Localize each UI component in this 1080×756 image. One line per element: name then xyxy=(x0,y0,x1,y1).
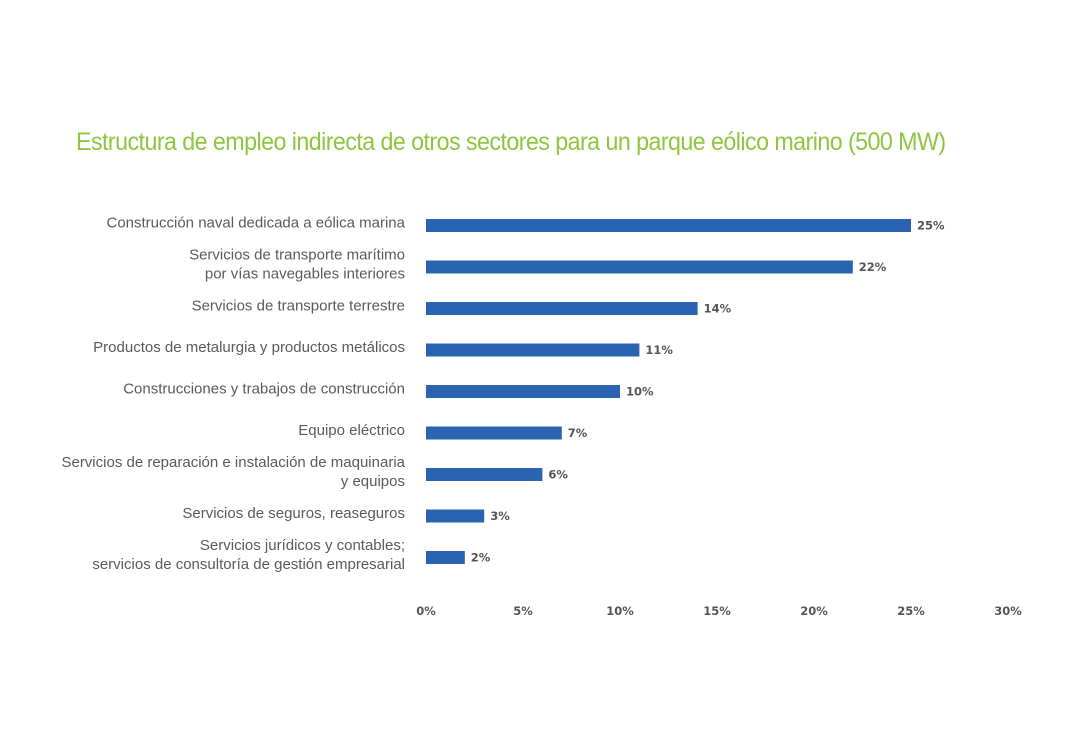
bar xyxy=(426,219,911,232)
bar xyxy=(426,385,620,398)
category-label: Servicios jurídicos y contables; xyxy=(200,537,405,554)
chart-title: Estructura de empleo indirecta de otros … xyxy=(76,128,946,156)
category-label: Construcciones y trabajos de construcció… xyxy=(123,381,405,398)
category-label: Servicios de seguros, reaseguros xyxy=(182,505,405,522)
x-tick-label: 25% xyxy=(897,604,925,618)
category-label: servicios de consultoría de gestión empr… xyxy=(92,556,405,573)
bar xyxy=(426,260,853,274)
bar xyxy=(426,468,543,481)
value-label: 25% xyxy=(917,219,945,233)
x-tick-label: 30% xyxy=(994,604,1022,618)
bar xyxy=(426,302,698,315)
x-tick-label: 10% xyxy=(606,604,634,618)
value-label: 3% xyxy=(490,509,510,523)
value-label: 6% xyxy=(548,468,568,482)
value-label: 14% xyxy=(704,302,732,316)
category-label: Productos de metalurgia y productos metá… xyxy=(93,339,405,356)
bar xyxy=(426,426,562,440)
value-label: 10% xyxy=(626,385,654,399)
bar xyxy=(426,343,640,357)
category-label: Equipo eléctrico xyxy=(298,422,405,439)
category-labels: Construcción naval dedicada a eólica mar… xyxy=(61,215,405,574)
x-tick-label: 15% xyxy=(703,604,731,618)
category-label: Servicios de transporte terrestre xyxy=(192,298,405,315)
value-label: 22% xyxy=(859,260,887,274)
bar xyxy=(426,509,485,523)
category-label: y equipos xyxy=(341,473,405,490)
value-labels: 25% 22% 14% 11% 10% 7% 6% 3% 2% xyxy=(471,219,945,565)
bars-layer xyxy=(426,219,911,564)
value-label: 2% xyxy=(471,551,491,565)
x-tick-label: 20% xyxy=(800,604,828,618)
x-tick-label: 5% xyxy=(513,604,533,618)
category-label: Servicios de reparación e instalación de… xyxy=(61,454,405,471)
category-label: Servicios de transporte marítimo xyxy=(189,247,405,264)
category-label: por vías navegables interiores xyxy=(205,266,405,283)
category-label: Construcción naval dedicada a eólica mar… xyxy=(106,215,405,232)
value-label: 11% xyxy=(645,343,673,357)
x-axis-ticks: 0% 5% 10% 15% 20% 25% 30% xyxy=(416,604,1022,618)
bar xyxy=(426,551,465,564)
x-tick-label: 0% xyxy=(416,604,436,618)
value-label: 7% xyxy=(568,426,588,440)
